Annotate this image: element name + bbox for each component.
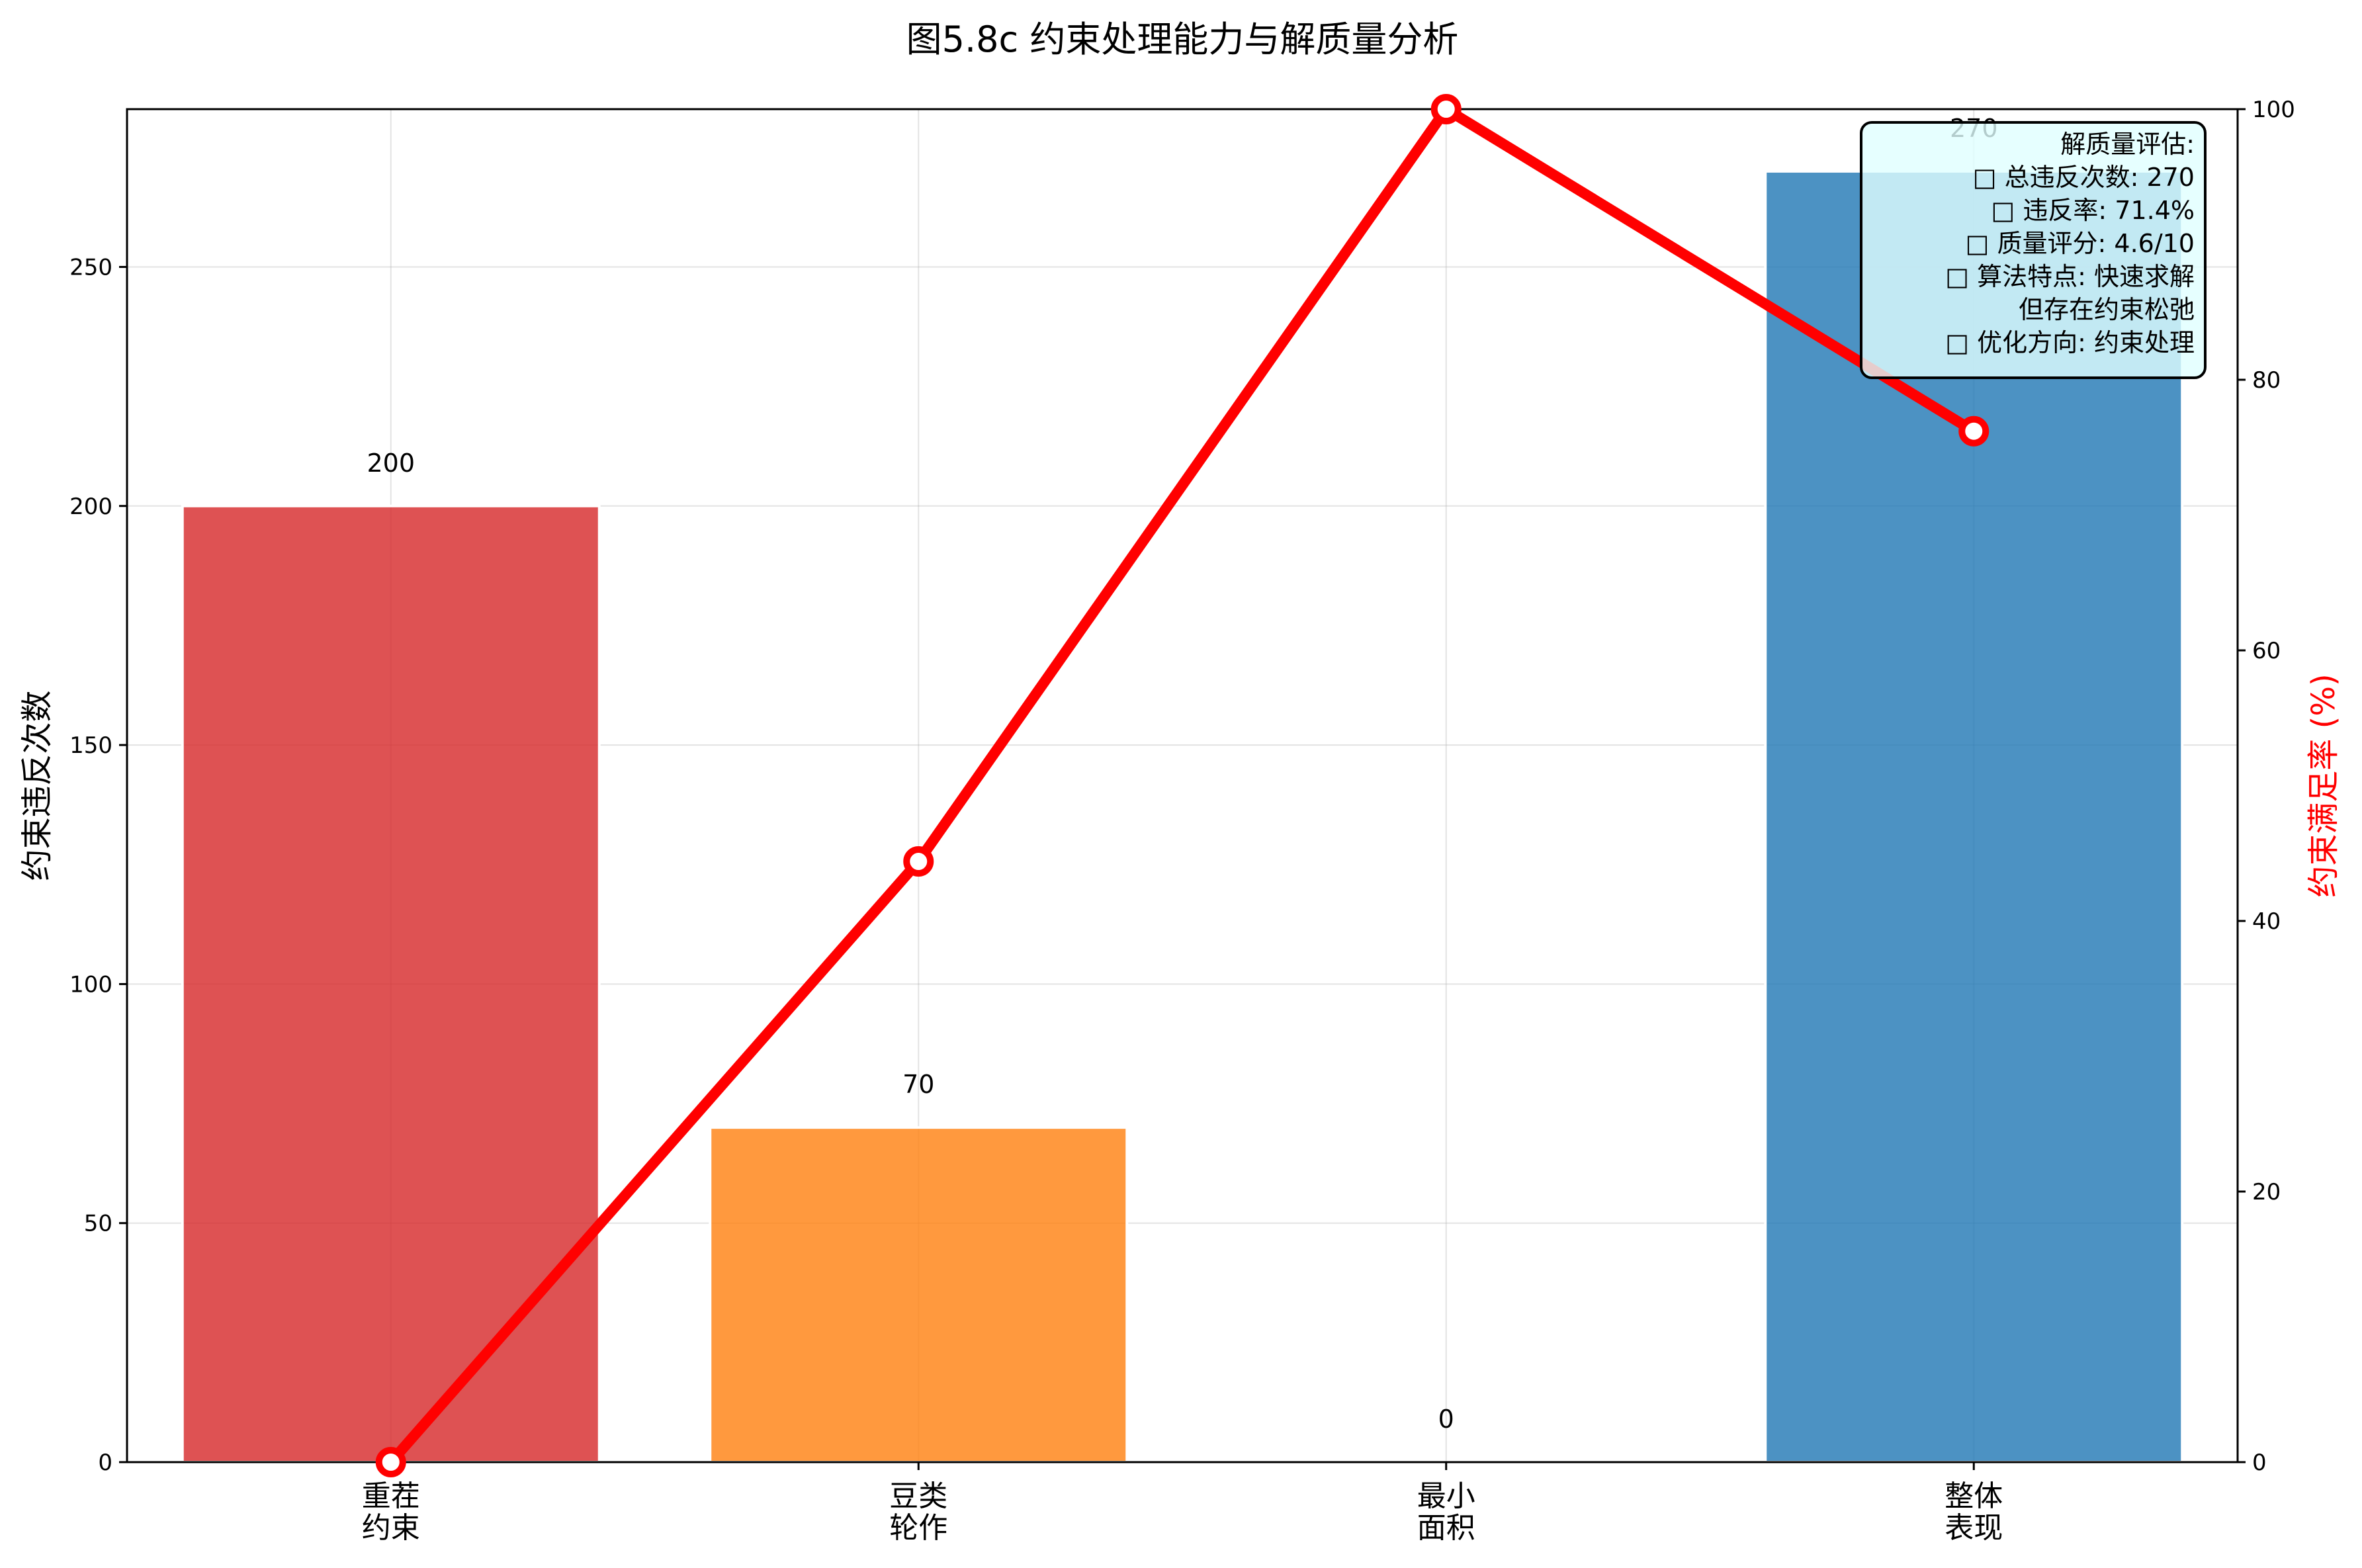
x-tick-label: 轮作 [889,1511,947,1545]
y-tick-label: 50 [84,1211,112,1237]
bar-data-label: 0 [1438,1405,1454,1434]
y-tick-label: 150 [69,732,112,759]
y2-tick-label: 0 [2252,1450,2267,1476]
annotation-line: □ 总违反次数: 270 [1973,163,2195,192]
x-tick-label: 整体 [1945,1479,2003,1513]
satisfaction-line [375,94,1990,1477]
y-tick-label: 250 [69,254,112,281]
satisfaction-point [375,1447,406,1477]
satisfaction-point [1958,415,1990,447]
y-tick-label: 100 [69,971,112,998]
y2-axis-label: 约束满足率 (%) [2305,674,2342,897]
chart-title: 图5.8c 约束处理能力与解质量分析 [906,19,1459,60]
annotation-line: 但存在约束松弛 [2019,295,2195,324]
y2-tick-label: 80 [2252,367,2281,394]
bar-data-label: 70 [902,1070,934,1099]
satisfaction-point [903,846,934,877]
annotation-line: 解质量评估: [2060,130,2195,159]
y2-tick-label: 40 [2252,908,2281,935]
bar [181,504,601,1464]
annotation-box-bg [1860,121,2207,379]
bar-data-labels: 200700270 [367,114,1997,1434]
y-axis-label: 约束违反次数 [19,690,56,881]
plot-frame [126,108,2239,1463]
x-tick-label: 面积 [1417,1511,1475,1545]
y-tick-label: 0 [98,1450,112,1476]
x-tick-label: 豆类 [889,1479,947,1513]
y-tick-label: 200 [69,494,112,520]
x-tick-label: 重茬 [362,1479,420,1513]
x-tick-label: 表现 [1945,1511,2003,1545]
x-tick-label: 最小 [1417,1479,1475,1513]
annotation-line: □ 优化方向: 约束处理 [1945,328,2195,357]
annotation-line: □ 违反率: 71.4% [1991,196,2195,225]
y2-tick-label: 20 [2252,1179,2281,1205]
annotation-line: □ 质量评分: 4.6/10 [1966,229,2195,258]
annotation-line: □ 算法特点: 快速求解 [1945,262,2195,291]
bar-data-label: 200 [367,449,415,478]
x-tick-label: 约束 [362,1511,420,1545]
satisfaction-line-path [385,104,1980,1467]
y2-tick-label: 100 [2252,97,2295,123]
satisfaction-point [1430,94,1462,124]
y2-tick-label: 60 [2252,638,2281,664]
bar [709,1126,1129,1463]
quality-annotation-box: 解质量评估: □ 总违反次数: 270 □ 违反率: 71.4% □ 质量评分: 4.… [1860,121,2207,379]
